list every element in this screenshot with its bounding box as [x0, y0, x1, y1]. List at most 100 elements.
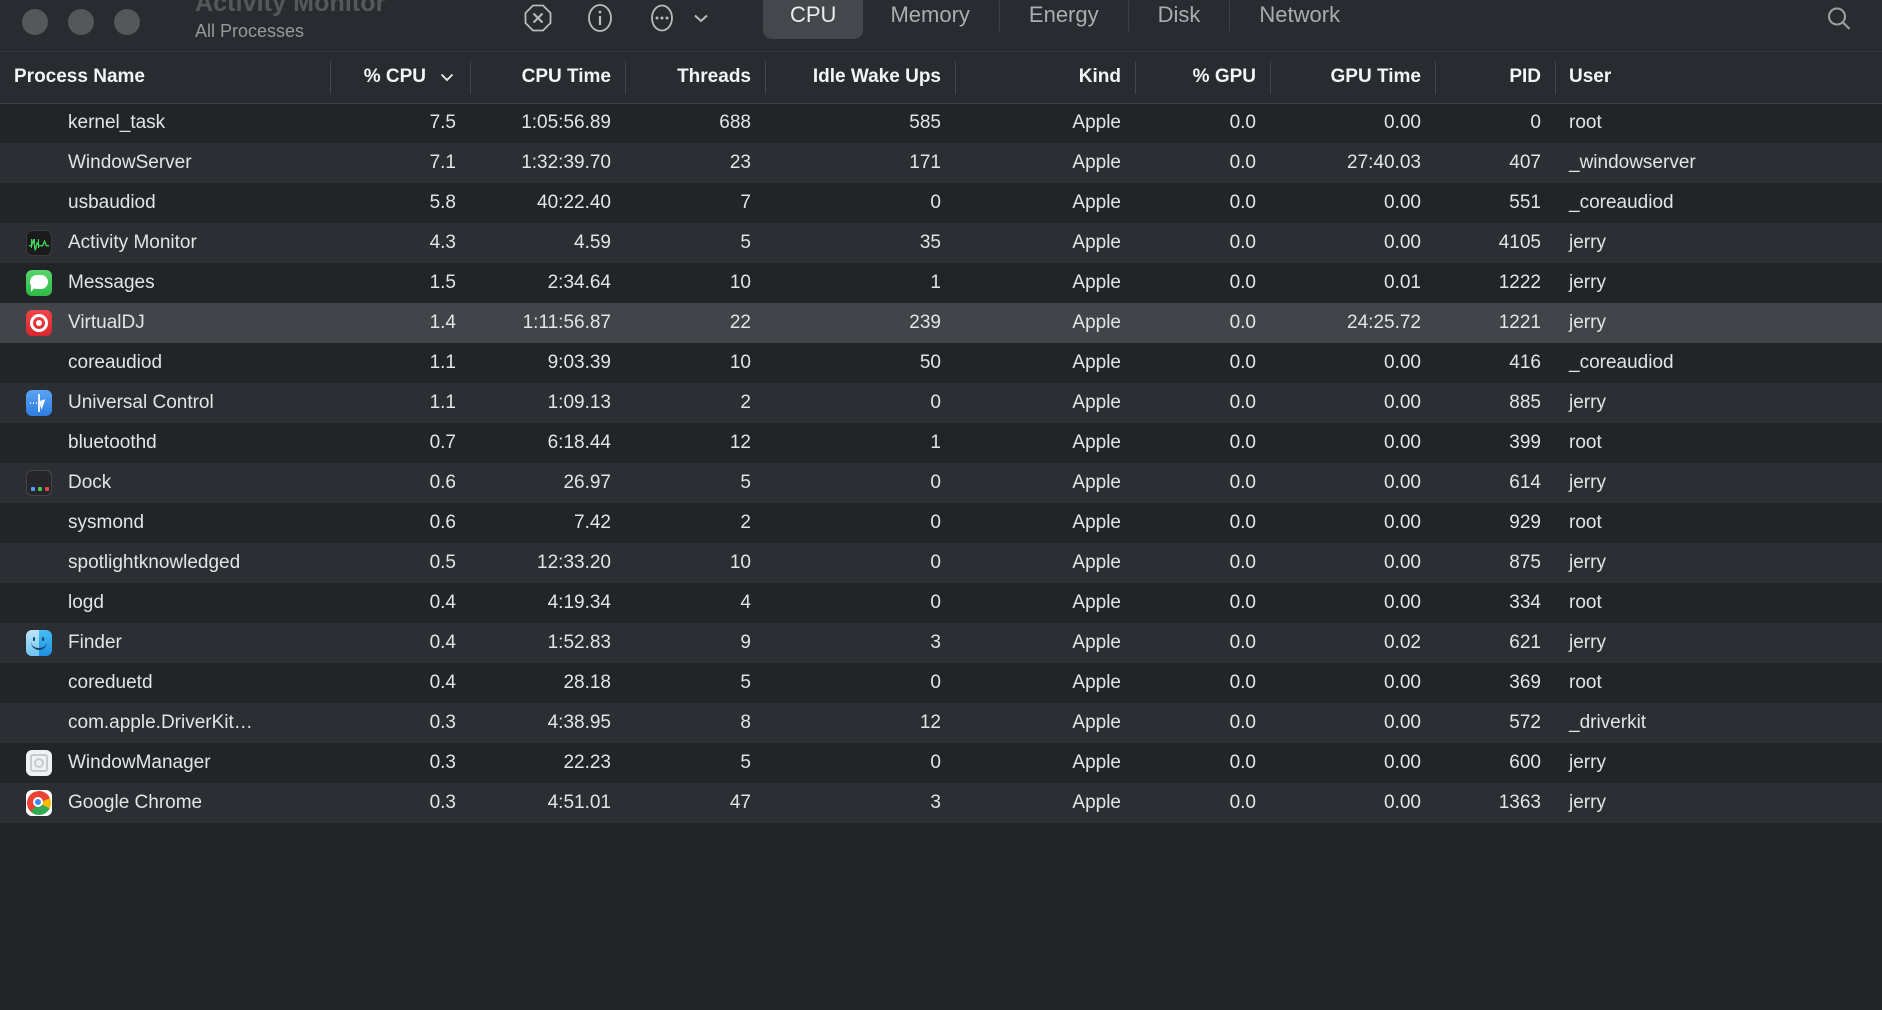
tab-disk[interactable]: Disk	[1157, 2, 1201, 27]
cell-gpu-time: 0.00	[1384, 552, 1421, 573]
column-label: CPU Time	[521, 66, 611, 88]
cell-process-name: coreduetd	[0, 663, 330, 703]
cell-process-name: com.apple.DriverKit…	[0, 703, 330, 743]
info-icon[interactable]	[583, 1, 617, 35]
table-row[interactable]: sysmond 0.6 7.42 2 0 Apple 0.0 0.00 929 root	[0, 503, 1882, 543]
table-row[interactable]: com.apple.DriverKit… 0.3 4:38.95 8 12 Apple 0.…	[0, 703, 1882, 743]
more-options-icon[interactable]	[645, 1, 679, 35]
cell-gpu: 0.0	[1229, 472, 1256, 493]
table-row[interactable]: Messages 1.5 2:34.64 10 1 Apple 0.0 0.01 1222 jer…	[0, 263, 1882, 303]
table-row[interactable]: spotlightknowledged 0.5 12:33.20 10 0 Apple 0.…	[0, 543, 1882, 583]
cell-cpu-time: 22.23	[563, 752, 611, 773]
column-header-gpu-time[interactable]: GPU Time	[1270, 52, 1435, 104]
cell-threads: 5	[740, 672, 751, 693]
cell-kind: Apple	[1072, 672, 1121, 693]
cell-cpu-time: 26.97	[563, 472, 611, 493]
column-header-cpu-time[interactable]: CPU Time	[470, 52, 625, 104]
process-name-label: kernel_task	[68, 112, 166, 134]
table-row[interactable]: usbaudiod 5.8 40:22.40 7 0 Apple 0.0 0.00 551 _co…	[0, 183, 1882, 223]
tab-network[interactable]: Network	[1259, 2, 1341, 27]
minimize-window-button[interactable]	[68, 9, 94, 35]
cell-idle-wake-ups: 35	[919, 232, 941, 253]
process-name-label: VirtualDJ	[68, 312, 145, 333]
table-row[interactable]: logd 0.4 4:19.34 4 0 Apple 0.0 0.00 334 root	[0, 583, 1882, 623]
cell-gpu: 0.0	[1229, 272, 1256, 293]
cell-cpu-time: 28.18	[563, 672, 611, 693]
cell-process-name: Activity Monitor	[0, 223, 330, 263]
cell-threads: 5	[740, 472, 751, 493]
column-label: Kind	[1078, 66, 1121, 88]
table-row[interactable]: Dock 0.6 26.97 5 0 Apple 0.0 0.00 614 jerry	[0, 463, 1882, 503]
no-app-icon	[26, 670, 52, 696]
process-name-label: usbaudiod	[68, 192, 156, 213]
cell-gpu: 0.0	[1229, 552, 1256, 573]
column-label: Process Name	[14, 66, 145, 88]
cell-cpu: 0.3	[429, 712, 456, 733]
view-tab-bar: CPU Memory Energy Disk Network	[763, 0, 1367, 42]
cell-gpu-time: 0.00	[1384, 712, 1421, 733]
tab-cpu[interactable]: CPU	[763, 0, 864, 39]
table-row[interactable]: Universal Control 1.1 1:09.13 2 0 Apple 0.0 0.0…	[0, 383, 1882, 423]
cell-gpu-time: 0.00	[1384, 112, 1421, 134]
tab-memory[interactable]: Memory	[890, 2, 970, 27]
table-row[interactable]: WindowServer 7.1 1:32:39.70 23 171 Apple 0.0 27…	[0, 143, 1882, 183]
cell-user: root	[1569, 592, 1602, 613]
cell-cpu-time: 4.59	[574, 232, 611, 253]
cell-user: jerry	[1569, 792, 1606, 813]
toolbar-action-group	[521, 0, 711, 44]
chevron-down-icon[interactable]	[691, 8, 711, 28]
table-row[interactable]: kernel_task 7.5 1:05:56.89 688 585 Apple 0.0 0.…	[0, 103, 1882, 143]
cell-idle-wake-ups: 239	[909, 312, 941, 333]
table-row[interactable]: coreduetd 0.4 28.18 5 0 Apple 0.0 0.00 369 root	[0, 663, 1882, 703]
column-label: PID	[1509, 66, 1541, 88]
cell-gpu-time: 0.00	[1384, 792, 1421, 813]
cell-threads: 4	[740, 592, 751, 613]
close-window-button[interactable]	[22, 9, 48, 35]
cell-gpu-time: 0.00	[1384, 192, 1421, 213]
column-label: % CPU	[363, 66, 426, 88]
column-header-threads[interactable]: Threads	[625, 52, 765, 104]
column-header-gpu[interactable]: % GPU	[1135, 52, 1270, 104]
cell-cpu-time: 4:51.01	[547, 792, 611, 813]
table-row[interactable]: Finder 0.4 1:52.83 9 3 Apple 0.0 0.02 621 jerry	[0, 623, 1882, 663]
process-name-label: coreduetd	[68, 672, 153, 693]
column-header-user[interactable]: User	[1555, 52, 1882, 104]
cell-gpu-time: 0.00	[1384, 352, 1421, 373]
cell-gpu: 0.0	[1229, 312, 1256, 333]
cell-gpu-time: 0.00	[1384, 232, 1421, 253]
zoom-window-button[interactable]	[114, 9, 140, 35]
cell-user: root	[1569, 672, 1602, 693]
column-header-process-name[interactable]: Process Name	[0, 52, 330, 104]
cell-cpu-time: 1:52.83	[547, 632, 611, 653]
cell-cpu-time: 12:33.20	[537, 552, 611, 573]
column-header-kind[interactable]: Kind	[955, 52, 1135, 104]
cell-user: root	[1569, 432, 1602, 453]
cell-idle-wake-ups: 171	[909, 152, 941, 173]
cell-threads: 8	[740, 712, 751, 733]
search-icon[interactable]	[1822, 2, 1856, 36]
column-header-idle-wake-ups[interactable]: Idle Wake Ups	[765, 52, 955, 104]
table-row[interactable]: bluetoothd 0.7 6:18.44 12 1 Apple 0.0 0.00 399 ro…	[0, 423, 1882, 463]
cell-gpu: 0.0	[1229, 432, 1256, 453]
table-row[interactable]: Google Chrome 0.3 4:51.01 47 3 Apple 0.0 0.00 13…	[0, 783, 1882, 823]
cell-cpu: 1.4	[429, 312, 456, 333]
column-header-cpu[interactable]: % CPU	[330, 52, 470, 104]
cell-user: _coreaudiod	[1569, 192, 1674, 213]
cell-idle-wake-ups: 585	[909, 112, 941, 134]
process-table-container[interactable]: Process Name % CPU CPU Ti	[0, 52, 1882, 1010]
app-title: Activity Monitor	[195, 0, 386, 17]
cell-gpu: 0.0	[1229, 672, 1256, 693]
tab-energy[interactable]: Energy	[1028, 2, 1099, 27]
cell-cpu: 0.5	[429, 552, 456, 573]
table-row[interactable]: WindowManager 0.3 22.23 5 0 Apple 0.0 0.00 600 je…	[0, 743, 1882, 783]
cell-cpu: 0.4	[429, 592, 456, 613]
table-row[interactable]: Activity Monitor 4.3 4.59 5 35 Apple 0.0 0.00 41…	[0, 223, 1882, 263]
table-row[interactable]: VirtualDJ 1.4 1:11:56.87 22 239 Apple 0.0 24:25…	[0, 303, 1882, 343]
cell-cpu: 0.6	[429, 512, 456, 533]
stop-process-icon[interactable]	[521, 1, 555, 35]
table-row[interactable]: coreaudiod 1.1 9:03.39 10 50 Apple 0.0 0.00 416 _…	[0, 343, 1882, 383]
cell-idle-wake-ups: 3	[930, 632, 941, 653]
cell-kind: Apple	[1072, 112, 1121, 134]
column-header-pid[interactable]: PID	[1435, 52, 1555, 104]
tab-divider	[1127, 1, 1129, 31]
